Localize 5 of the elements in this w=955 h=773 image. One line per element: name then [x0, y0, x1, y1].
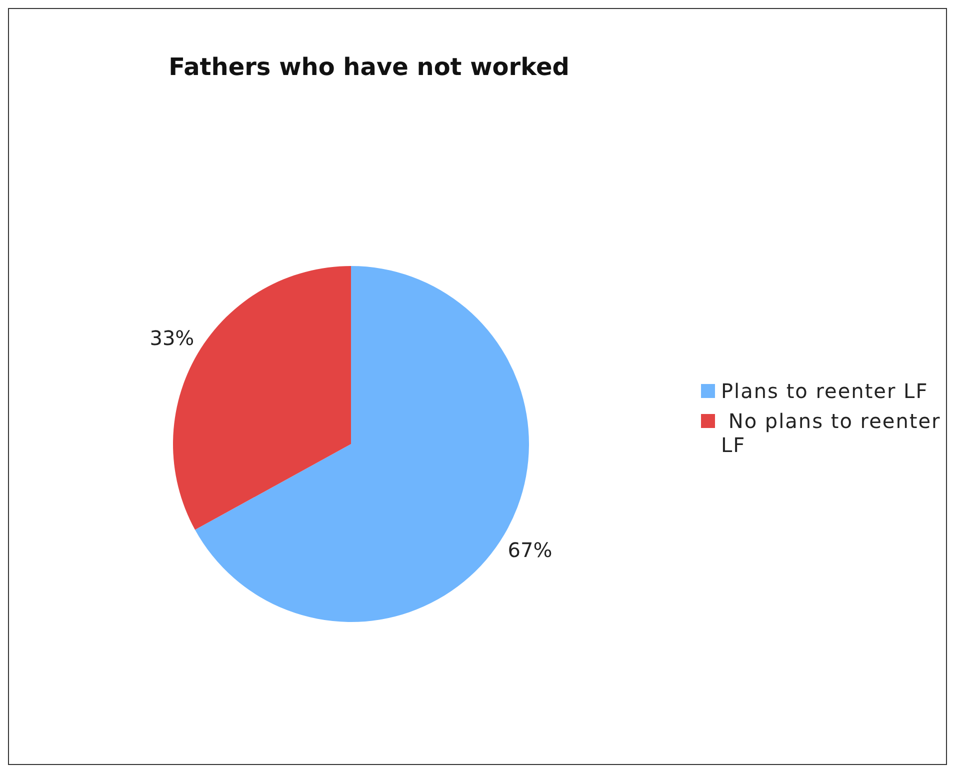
legend-label: Plans to reenter LF [721, 379, 928, 403]
chart-title: Fathers who have not worked [168, 53, 570, 81]
data-label: 33% [150, 326, 194, 350]
data-label: 67% [508, 538, 552, 562]
legend-label: No plans to reenter LF [721, 409, 941, 457]
